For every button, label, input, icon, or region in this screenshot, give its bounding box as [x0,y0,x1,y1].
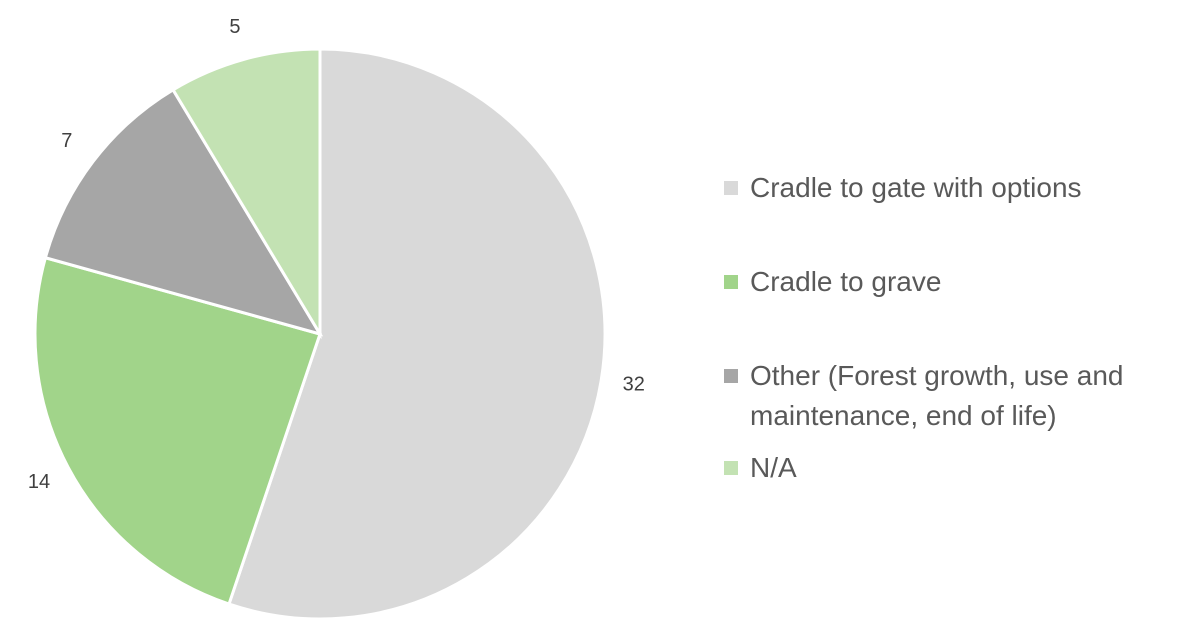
legend-item: N/A [724,448,1184,488]
legend-label: Other (Forest growth, use and maintenanc… [750,360,1124,431]
legend-label: Cradle to gate with options [750,172,1082,203]
legend-swatch [724,369,738,383]
data-label: 32 [623,374,645,396]
legend-label: N/A [750,452,797,483]
legend-item: Other (Forest growth, use and maintenanc… [724,356,1184,436]
legend-swatch [724,181,738,195]
legend-swatch [724,461,738,475]
legend: Cradle to gate with options Cradle to gra… [724,168,1184,542]
pie-slice [33,255,322,606]
pie-slice [171,47,322,340]
legend-label: Cradle to grave [750,266,942,297]
pie-slice [227,47,607,621]
chart: 32 14 7 5 [28,16,645,621]
data-label: 14 [28,471,50,493]
data-label: 7 [61,130,72,152]
legend-item: Cradle to gate with options [724,168,1184,208]
pie-slice [43,87,324,337]
legend-swatch [724,275,738,289]
legend-item: Cradle to grave [724,262,1184,302]
data-label: 5 [229,16,240,38]
